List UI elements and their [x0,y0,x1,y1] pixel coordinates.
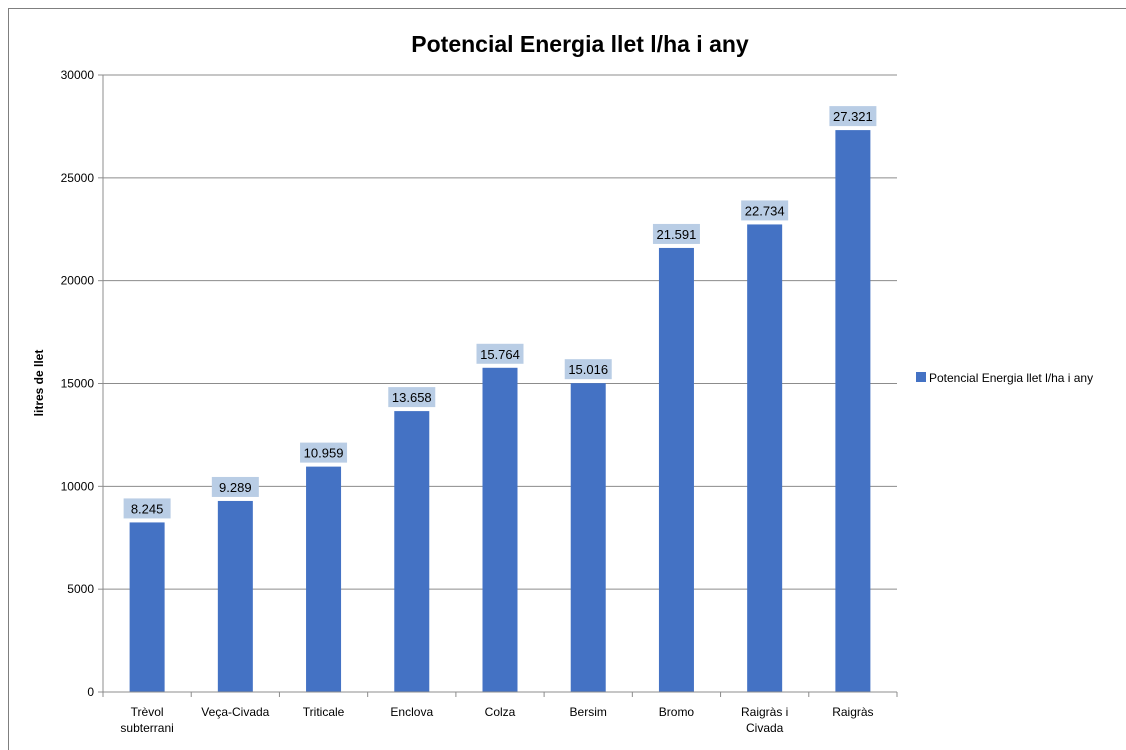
data-label-text: 15.764 [480,347,520,362]
y-tick-label: 20000 [61,274,95,288]
axes [98,74,898,697]
x-axis-categories: Trèvol subterrani Veça-Civada Triticale Encl… [120,705,873,735]
data-label: 10.959 [300,442,348,463]
legend-swatch [916,372,926,382]
x-category-label: Bersim [570,705,607,719]
data-label-box [741,200,789,221]
data-label: 22.734 [741,200,789,221]
x-category-label: Enclova [390,705,433,719]
y-tick-label: 30000 [61,68,95,82]
data-label-text: 27.321 [833,109,873,124]
data-label: 15.016 [564,359,612,380]
data-labels: 8.245 9.289 10.959 13.658 15.764 15.016 21.591… [123,106,877,519]
x-category-label: Civada [746,721,784,735]
bar [570,383,606,692]
data-label: 21.591 [652,223,700,244]
data-label-box [652,223,700,244]
data-label: 9.289 [211,476,259,497]
y-axis-ticks: 0 5000 10000 15000 20000 25000 30000 [61,68,95,699]
bar [747,224,783,693]
bars [129,130,871,693]
data-label-text: 22.734 [745,203,785,218]
y-tick-label: 15000 [61,377,95,391]
data-label-box [476,343,524,364]
x-category-label: Raigràs i [741,705,788,719]
x-category-label: Raigràs [832,705,873,719]
data-label-box [300,442,348,463]
y-axis-title: litres de llet [32,350,46,417]
y-tick-label: 0 [87,685,94,699]
data-label-box [388,387,436,408]
legend-label: Potencial Energia llet l/ha i any [929,371,1093,385]
legend: Potencial Energia llet l/ha i any [916,371,1093,385]
bar [217,500,253,692]
bar [835,130,871,693]
bar [394,411,430,692]
data-label-box [123,498,171,519]
data-label-text: 10.959 [304,446,344,461]
data-label-text: 15.016 [568,362,608,377]
data-label-box [564,359,612,380]
bar [482,367,518,692]
y-tick-label: 10000 [61,479,95,493]
data-label: 8.245 [123,498,171,519]
data-label-text: 8.245 [131,501,164,516]
bar [129,522,165,692]
chart-title: Potencial Energia llet l/ha i any [411,31,749,57]
bar [658,247,694,692]
data-label: 13.658 [388,387,436,408]
x-category-label: Veça-Civada [201,705,269,719]
y-tick-label: 25000 [61,171,95,185]
x-category-label: subterrani [120,721,173,735]
y-tick-label: 5000 [67,582,94,596]
x-category-label: Colza [485,705,516,719]
data-label-box [829,106,877,127]
x-category-label: Trèvol [131,705,164,719]
x-category-label: Bromo [659,705,695,719]
data-label: 15.764 [476,343,524,364]
data-label: 27.321 [829,106,877,127]
bar [306,466,342,692]
data-label-text: 13.658 [392,390,432,405]
data-label-text: 21.591 [657,227,697,242]
x-category-label: Triticale [303,705,345,719]
data-label-box [211,476,259,497]
data-label-text: 9.289 [219,480,252,495]
